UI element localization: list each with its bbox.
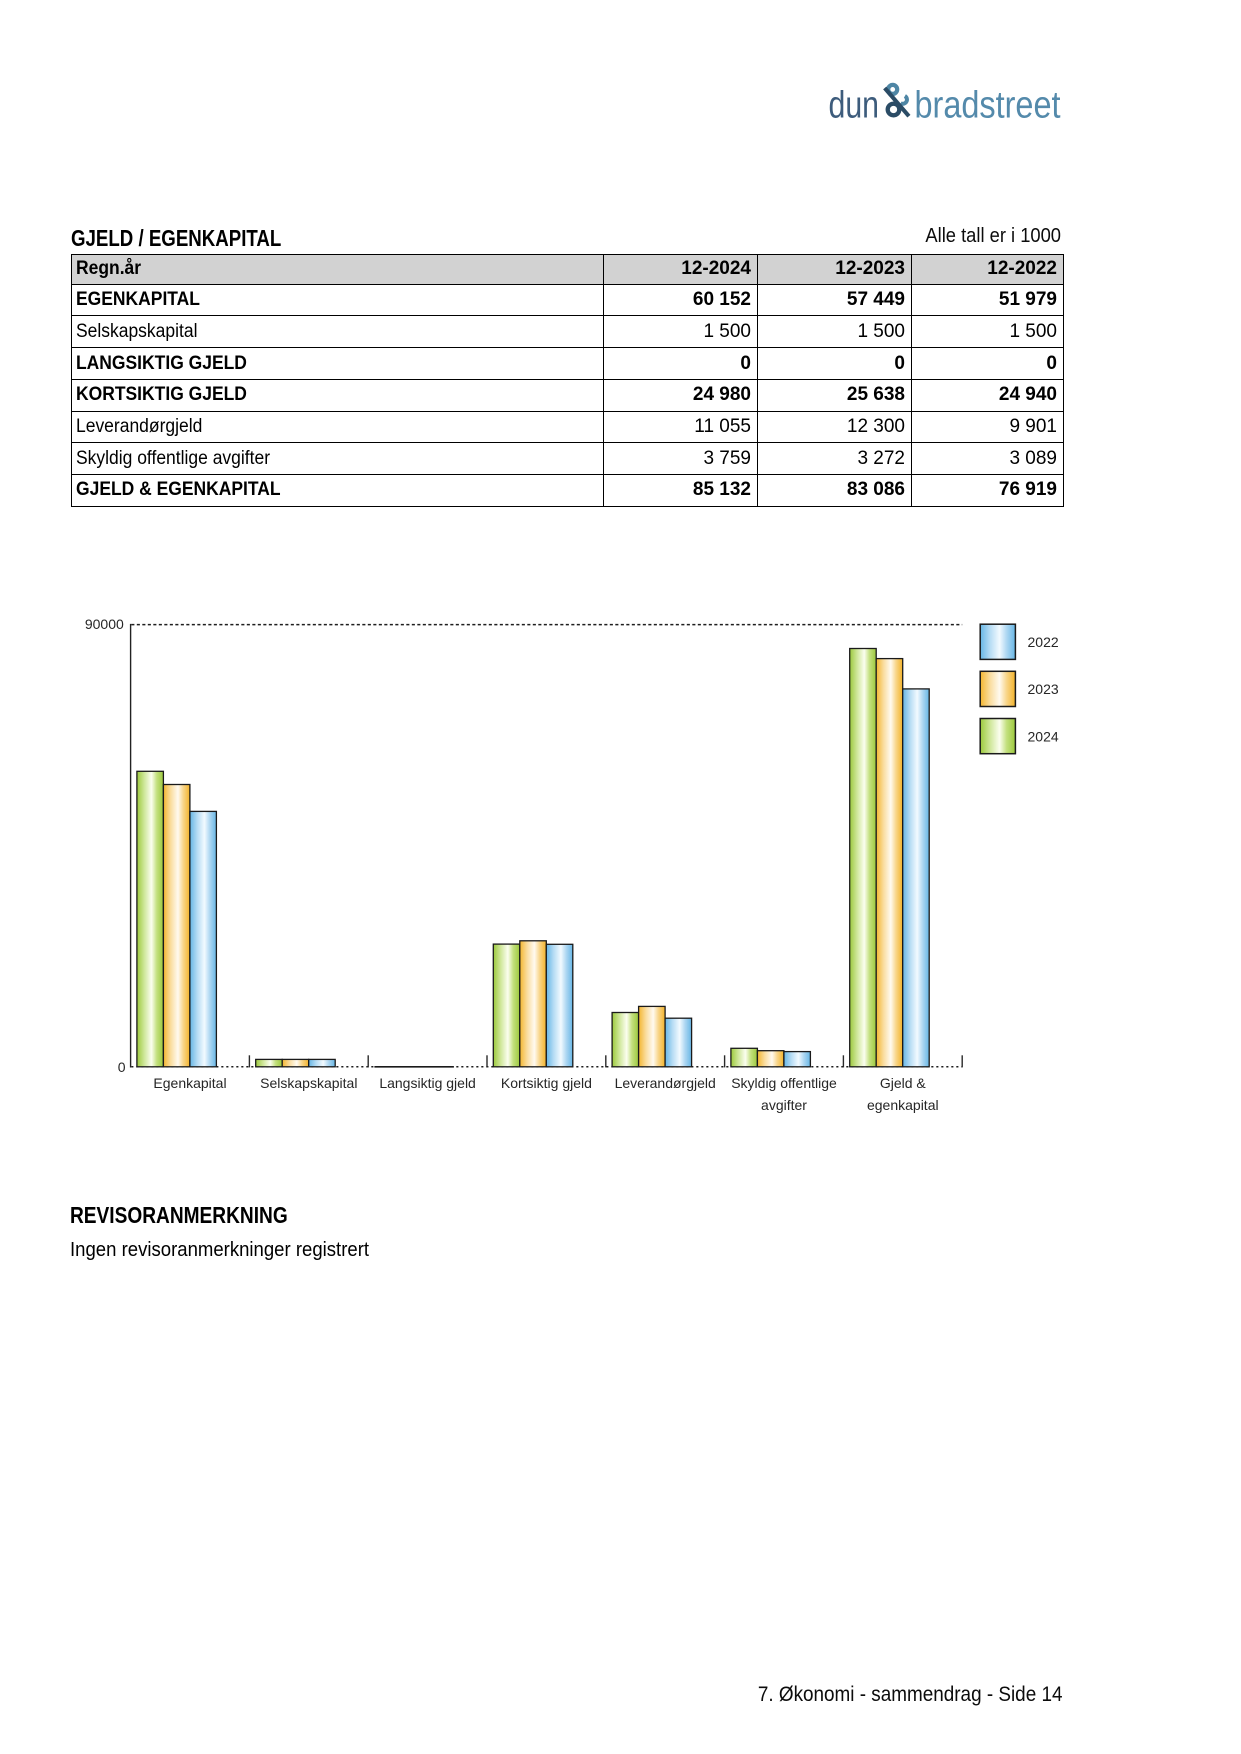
svg-text:Langsiktig gjeld: Langsiktig gjeld [379, 1075, 476, 1091]
svg-text:Skyldig offentlige: Skyldig offentlige [731, 1075, 837, 1091]
svg-text:Selskapskapital: Selskapskapital [260, 1075, 357, 1091]
svg-text:2024: 2024 [1028, 728, 1059, 744]
svg-text:2023: 2023 [1028, 681, 1059, 697]
svg-text:bradstreet: bradstreet [915, 85, 1061, 127]
svg-text:0: 0 [118, 1059, 126, 1075]
svg-text:dun: dun [829, 85, 880, 127]
svg-text:Leverandørgjeld: Leverandørgjeld [615, 1075, 716, 1091]
svg-text:avgifter: avgifter [761, 1097, 807, 1113]
svg-text:Egenkapital: Egenkapital [153, 1075, 226, 1091]
svg-text:Gjeld &: Gjeld & [880, 1075, 927, 1091]
svg-text:Kortsiktig gjeld: Kortsiktig gjeld [501, 1075, 592, 1091]
svg-text:90000: 90000 [85, 616, 124, 632]
svg-text:egenkapital: egenkapital [867, 1097, 939, 1113]
svg-text:2022: 2022 [1028, 634, 1059, 650]
